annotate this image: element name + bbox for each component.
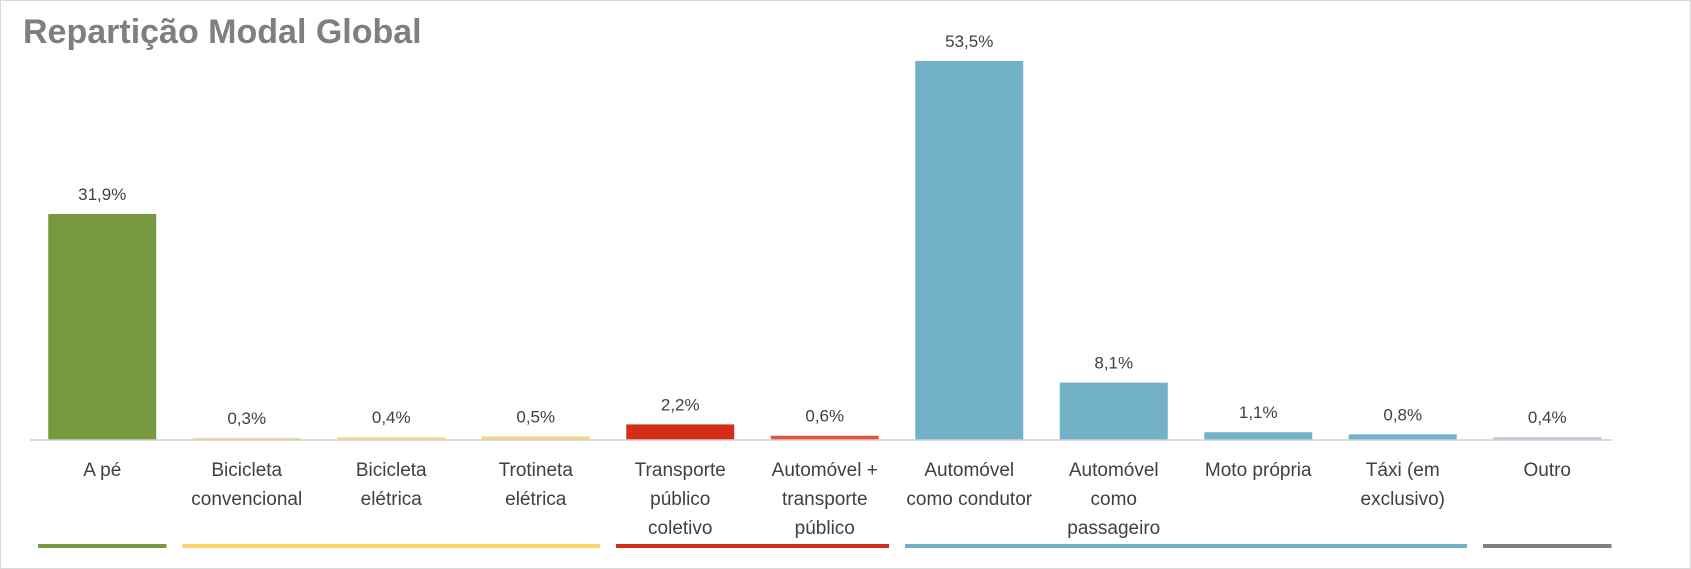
bar [192,437,301,440]
bar [626,424,735,440]
x-tick-label: Automóvel como condutor [906,460,1033,510]
data-label: 0,4% [1528,408,1567,427]
x-tick-label: Moto própria [1204,460,1312,481]
data-label: 31,9% [78,185,126,204]
bar [1493,437,1602,440]
x-tick-label: Bicicleta convencional [191,460,303,510]
data-label: 0,6% [805,407,844,426]
x-tick-label: Automóvel + transporte público [771,460,878,539]
data-label: 0,4% [372,408,411,427]
x-tick-label: Transporte público coletivo [634,460,726,539]
data-label: 2,2% [661,395,700,414]
bar [915,61,1024,440]
data-label: 8,1% [1094,354,1133,373]
x-tick-label: A pé [83,460,122,481]
x-tick-label: Táxi (em exclusivo) [1360,460,1445,510]
data-label: 0,3% [227,409,266,428]
x-tick-label: Bicicleta elétrica [355,460,427,510]
bar [1348,434,1457,440]
bar [337,437,446,440]
bar [1059,382,1168,440]
x-tick-label: Trotineta elétrica [498,460,573,510]
data-label: 53,5% [945,32,993,51]
bar [1204,432,1313,440]
bar [48,214,157,440]
bar [481,436,590,440]
data-label: 1,1% [1239,403,1278,422]
x-tick-label: Outro [1523,460,1572,481]
x-tick-label: Automóvel como passageiro [1067,460,1161,539]
data-label: 0,5% [516,407,555,426]
bar [770,435,879,440]
chart-title: Repartição Modal Global [23,13,422,51]
data-label: 0,8% [1383,405,1422,424]
